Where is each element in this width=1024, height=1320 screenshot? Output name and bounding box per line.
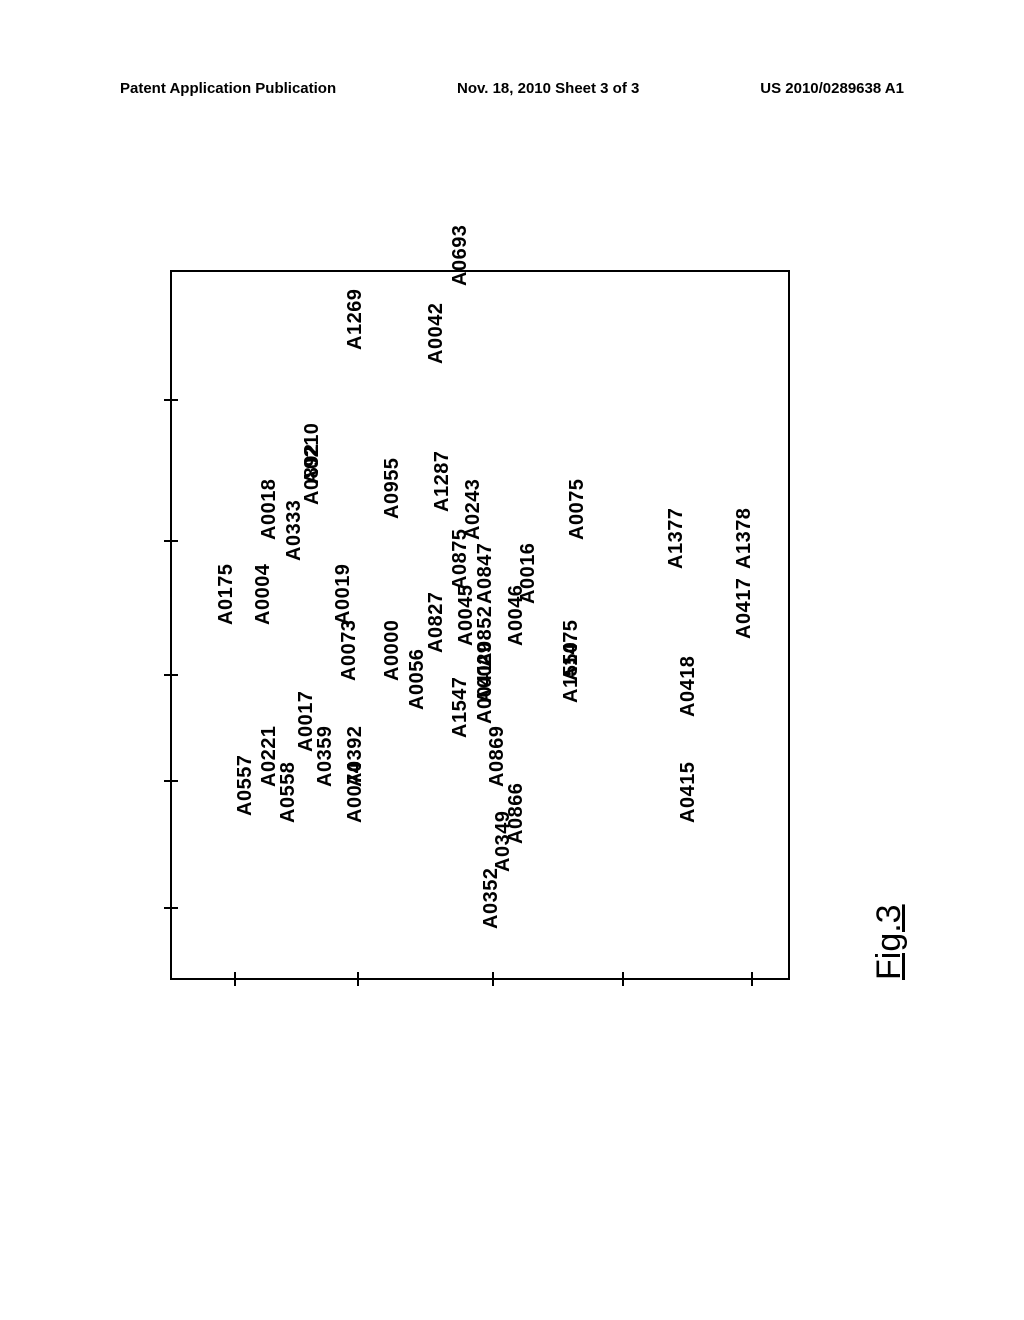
scatter-label: A0869 bbox=[486, 726, 509, 787]
scatter-label: A0418 bbox=[677, 655, 700, 716]
scatter-label: A0415 bbox=[677, 761, 700, 822]
y-tick bbox=[164, 674, 178, 676]
scatter-label: A0056 bbox=[406, 648, 429, 709]
y-tick bbox=[164, 780, 178, 782]
scatter-label: A1547 bbox=[449, 677, 472, 738]
scatter-label: A0075 bbox=[566, 479, 589, 540]
scatter-label: A0018 bbox=[258, 479, 281, 540]
y-tick bbox=[164, 540, 178, 542]
x-tick bbox=[751, 972, 753, 986]
scatter-label: A0349 bbox=[492, 811, 515, 872]
scatter-label: A1550 bbox=[560, 641, 583, 702]
header-center: Nov. 18, 2010 Sheet 3 of 3 bbox=[457, 80, 639, 97]
scatter-label: A1377 bbox=[665, 507, 688, 568]
y-tick bbox=[164, 399, 178, 401]
x-tick bbox=[357, 972, 359, 986]
scatter-label: A0558 bbox=[277, 761, 300, 822]
scatter-label: A0000 bbox=[381, 620, 404, 681]
scatter-label: A0041 bbox=[474, 662, 497, 723]
scatter-label: A0175 bbox=[215, 564, 238, 625]
y-tick bbox=[164, 907, 178, 909]
scatter-label: A0827 bbox=[425, 592, 448, 653]
scatter-label: A0359 bbox=[314, 726, 337, 787]
scatter-label: A0693 bbox=[449, 225, 472, 286]
x-tick bbox=[492, 972, 494, 986]
scatter-label: A0417 bbox=[733, 578, 756, 639]
scatter-label: A0352 bbox=[480, 867, 503, 928]
header-right: US 2010/0289638 A1 bbox=[760, 80, 904, 97]
scatter-label: A1269 bbox=[344, 288, 367, 349]
scatter-label: A0892 bbox=[301, 444, 324, 505]
scatter-label: A0333 bbox=[283, 500, 306, 561]
scatter-label: A0004 bbox=[252, 564, 275, 625]
scatter-chart: A0693A1269A0042A0210A0892A0955A1287A0018… bbox=[170, 270, 790, 980]
scatter-label: A0557 bbox=[234, 754, 257, 815]
scatter-label: A1287 bbox=[431, 451, 454, 512]
x-tick bbox=[234, 972, 236, 986]
scatter-label: A1378 bbox=[733, 507, 756, 568]
scatter-label: A0046 bbox=[505, 585, 528, 646]
scatter-label: A0019 bbox=[332, 564, 355, 625]
scatter-label: A0042 bbox=[425, 302, 448, 363]
scatter-label: A0875 bbox=[449, 528, 472, 589]
scatter-label: A0074 bbox=[344, 761, 367, 822]
scatter-label: A0955 bbox=[381, 458, 404, 519]
x-tick bbox=[622, 972, 624, 986]
scatter-label: A0073 bbox=[338, 620, 361, 681]
figure-label: Fig.3 bbox=[870, 904, 909, 980]
header-left: Patent Application Publication bbox=[120, 80, 336, 97]
